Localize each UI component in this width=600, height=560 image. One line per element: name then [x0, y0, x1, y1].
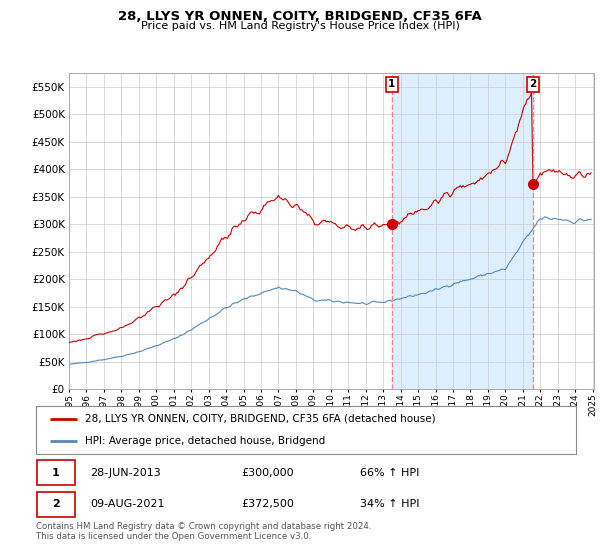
Text: £372,500: £372,500: [241, 500, 294, 510]
Text: 34% ↑ HPI: 34% ↑ HPI: [360, 500, 419, 510]
Bar: [392, 73, 533, 389]
Text: 1: 1: [388, 79, 395, 89]
Text: 2: 2: [52, 500, 60, 510]
Text: 66% ↑ HPI: 66% ↑ HPI: [360, 468, 419, 478]
Text: 28, LLYS YR ONNEN, COITY, BRIDGEND, CF35 6FA (detached house): 28, LLYS YR ONNEN, COITY, BRIDGEND, CF35…: [85, 414, 435, 424]
Text: 28-JUN-2013: 28-JUN-2013: [90, 468, 161, 478]
Text: Contains HM Land Registry data © Crown copyright and database right 2024.
This d: Contains HM Land Registry data © Crown c…: [36, 522, 371, 542]
Text: 28, LLYS YR ONNEN, COITY, BRIDGEND, CF35 6FA: 28, LLYS YR ONNEN, COITY, BRIDGEND, CF35…: [118, 10, 482, 23]
Text: 09-AUG-2021: 09-AUG-2021: [90, 500, 164, 510]
Text: Price paid vs. HM Land Registry's House Price Index (HPI): Price paid vs. HM Land Registry's House …: [140, 21, 460, 31]
FancyBboxPatch shape: [37, 460, 75, 485]
Text: HPI: Average price, detached house, Bridgend: HPI: Average price, detached house, Brid…: [85, 436, 325, 446]
Text: 2: 2: [529, 79, 536, 89]
FancyBboxPatch shape: [37, 492, 75, 517]
Text: 1: 1: [52, 468, 60, 478]
FancyBboxPatch shape: [36, 406, 576, 454]
Text: £300,000: £300,000: [241, 468, 294, 478]
